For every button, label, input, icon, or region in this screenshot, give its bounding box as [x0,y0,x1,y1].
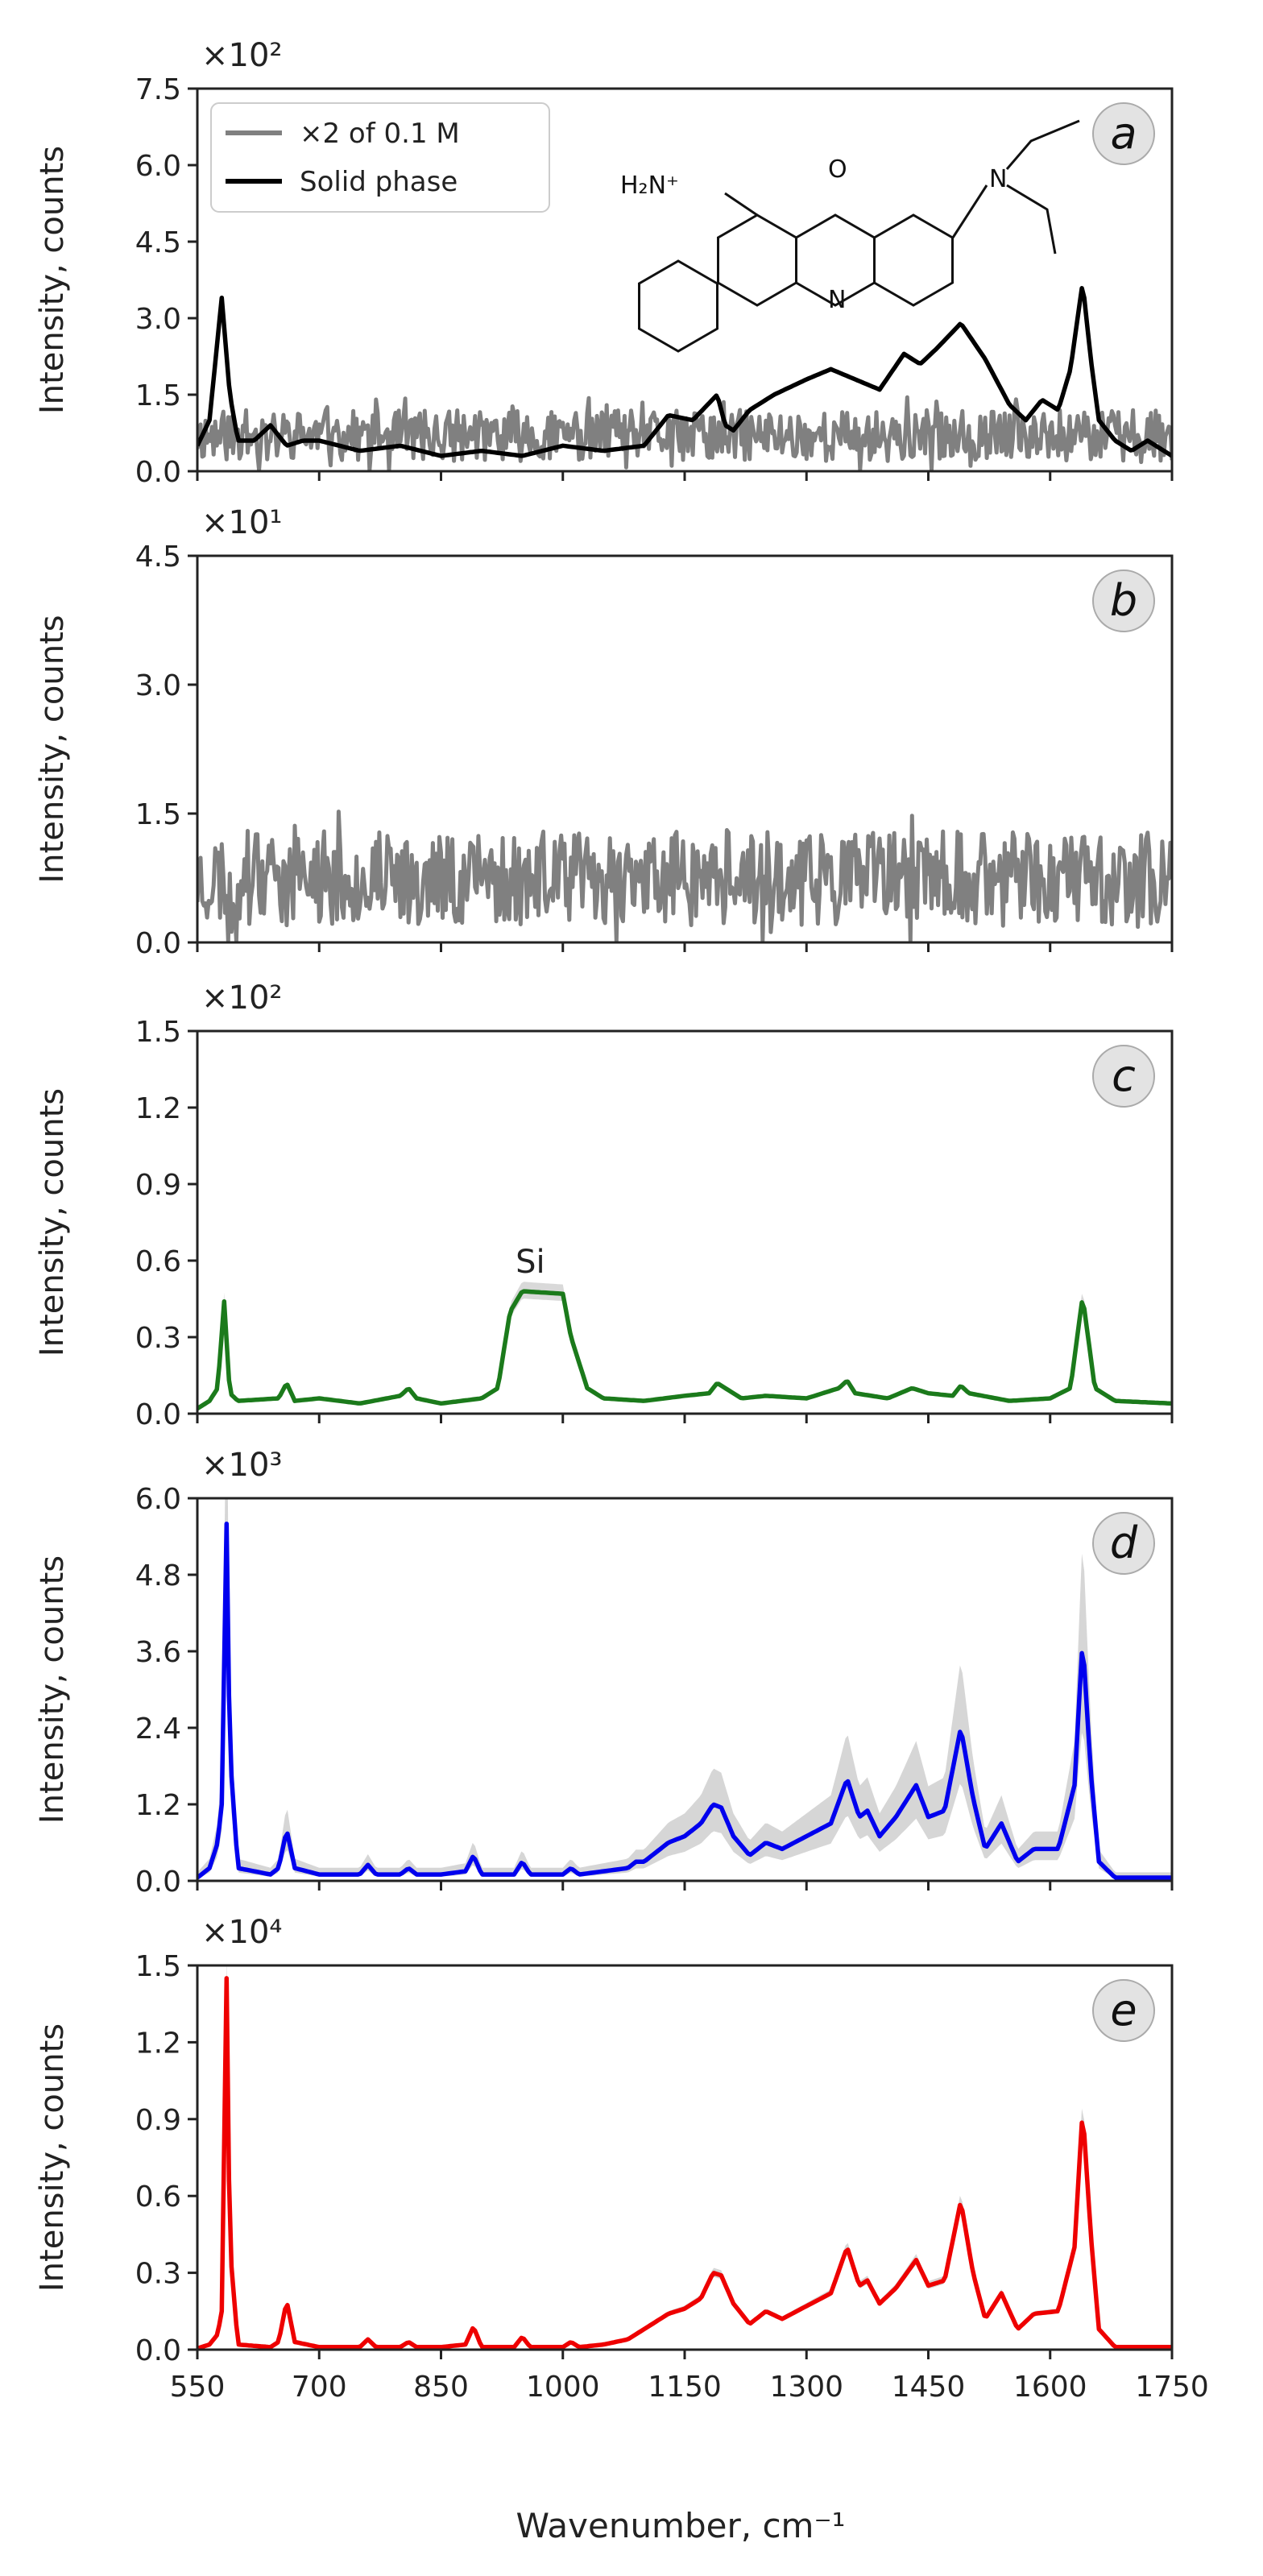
series-band [197,1282,1172,1409]
panels-group: 0.0 1.5 3.0 4.5 6.0 7.5 ×10² Intensity, counts a… [34,37,1209,2404]
x-tick-label: 1000 [526,2371,600,2404]
x-tick-label: 550 [170,2371,226,2404]
plot-area [197,1965,1172,2350]
panel-letter: c [1112,1050,1136,1101]
panel-letter: d [1110,1518,1138,1568]
x-axis-label: Wavenumber, cm⁻¹ [516,2506,846,2545]
x-tick-label: 1300 [769,2371,843,2404]
y-tick-label: 3.6 [135,1636,181,1669]
legend-entry: Solid phase [300,166,458,198]
panel-b: 0.0 1.5 3.0 4.5 ×10¹ Intensity, counts b [34,504,1174,960]
y-tick-label: 1.5 [135,1950,181,1983]
ethyl-top [1005,119,1080,170]
x-tick-label: 1600 [1013,2371,1087,2404]
y-axis-label: Intensity, counts [34,146,71,414]
plot-frame [196,1964,1174,2351]
series-line [197,1521,1172,1880]
plot-area [197,1498,1172,1880]
y-multiplier: ×10² [201,37,282,74]
y-tick-label: 1.5 [135,379,181,412]
y-tick-label: 3.0 [135,303,181,336]
y-axis-label: Intensity, counts [34,1555,71,1824]
bond-n [951,184,988,238]
y-tick-label: 1.2 [135,1789,181,1822]
plot-frame [196,1029,1174,1415]
y-tick-label: 4.8 [135,1559,181,1592]
y-tick-label: 0.6 [135,1245,181,1278]
series-line [197,1289,1172,1411]
series-line-noise [197,810,1172,942]
ring-benzo [638,259,718,353]
y-tick-label: 0.0 [135,2334,181,2367]
y-tick-label: 7.5 [135,73,181,106]
legend: ×2 of 0.1 M Solid phase [210,102,550,213]
y-axis-label: Intensity, counts [34,615,71,883]
y-tick-label: 0.0 [135,927,181,960]
x-tick-label: 1150 [648,2371,722,2404]
series-band [197,1965,1172,2349]
y-tick-label: 4.5 [135,540,181,574]
y-tick-label: 1.2 [135,2027,181,2060]
panel-letter: e [1110,1985,1137,2036]
panel-letter: b [1110,575,1137,626]
series-line [197,1976,1172,2350]
panel-letter: a [1110,108,1137,159]
panel-badge [1092,1979,1155,2042]
y-tick-label: 6.0 [135,1483,181,1516]
y-tick-label: 1.5 [135,1016,181,1049]
y-tick-label: 3.0 [135,669,181,702]
panel-badge [1092,1045,1155,1108]
panel-badge [1092,1512,1155,1575]
series-line-noise [197,395,1172,471]
panel-a: 0.0 1.5 3.0 4.5 6.0 7.5 ×10² Intensity, counts a… [34,37,1174,489]
y-tick-label: 6.0 [135,150,181,183]
panel-e: 0.0 0.3 0.6 0.9 1.2 1.5 550 700 850 1000 1150 1300 1… [34,1914,1209,2404]
legend-box [210,102,550,213]
y-multiplier: ×10² [201,979,282,1017]
plot-area [197,810,1172,942]
y-tick-label: 0.0 [135,456,181,489]
ring-n-label: N [828,286,846,314]
x-tick-label: 1750 [1135,2371,1209,2404]
ring-naphtho [717,213,797,307]
series-band [197,1498,1172,1879]
ring-o-label: O [828,155,847,184]
y-axis-label: Intensity, counts [34,1088,71,1356]
si-annotation: Si [516,1244,545,1281]
legend-entry: ×2 of 0.1 M [300,118,460,150]
y-tick-label: 0.0 [135,1398,181,1431]
y-axis-label: Intensity, counts [34,2023,71,2292]
molecule-structure [638,119,1080,353]
y-tick-label: 0.0 [135,1866,181,1899]
y-tick-label: 4.5 [135,226,181,259]
ethyl-bottom [1006,184,1057,255]
panel-badge [1092,569,1155,632]
panel-d: 0.0 1.2 2.4 3.6 4.8 6.0 ×10³ Intensity, counts d [34,1447,1174,1899]
panel-c: 0.0 0.3 0.6 0.9 1.2 1.5 ×10² Intensity, counts c… [34,979,1174,1431]
y-multiplier: ×10⁴ [201,1914,282,1951]
series-line [197,286,1172,458]
x-tick-label: 850 [413,2371,469,2404]
y-tick-label: 0.6 [135,2180,181,2214]
amino-n-label: N [989,165,1007,193]
ring-right [873,213,954,307]
plot-area [197,286,1172,471]
amine-label: H₂N⁺ [620,172,679,200]
panel-badge [1092,102,1155,165]
y-tick-label: 2.4 [135,1713,181,1746]
y-tick-label: 0.3 [135,1322,181,1355]
bond-amine [724,192,758,217]
y-multiplier: ×10³ [201,1447,282,1484]
y-tick-label: 0.9 [135,1169,181,1202]
x-tick-label: 1450 [892,2371,966,2404]
y-multiplier: ×10¹ [201,504,282,541]
y-tick-label: 1.2 [135,1092,181,1125]
x-tick-label: 700 [292,2371,347,2404]
plot-area [197,1282,1172,1411]
y-tick-label: 0.9 [135,2104,181,2137]
y-tick-label: 0.3 [135,2258,181,2291]
y-tick-label: 1.5 [135,798,181,831]
